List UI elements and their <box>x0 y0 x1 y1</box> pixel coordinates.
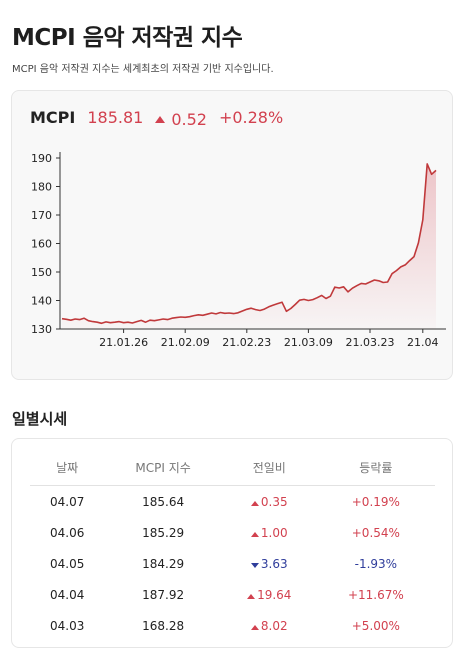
up-arrow-icon <box>247 593 256 599</box>
index-value: 185.81 <box>87 108 144 127</box>
row-date: 04.06 <box>50 525 85 540</box>
row-change: 3.63 <box>222 548 317 579</box>
row-index-value: 168.28 <box>142 618 185 633</box>
y-tick-label: 180 <box>31 181 52 194</box>
up-arrow-icon <box>155 116 166 123</box>
row-date: 04.07 <box>50 494 85 509</box>
daily-section-title: 일별시세 <box>12 410 68 428</box>
row-change-value: 19.64 <box>257 587 292 602</box>
up-arrow-icon <box>250 500 259 506</box>
index-name: MCPI <box>30 108 76 127</box>
row-change-value: 8.02 <box>260 618 288 633</box>
index-change-percent: +0.28% <box>218 108 284 127</box>
table-row: 04.04 187.92 19.64 +11.67% <box>30 579 435 610</box>
index-chart-card: MCPI 185.81 0.52 +0.28% 130 140 150 160 170 1… <box>11 90 453 380</box>
x-tick-label: 21.02.23 <box>222 336 271 349</box>
page-title: MCPI 음악 저작권 지수 <box>12 25 243 51</box>
index-change: 0.52 <box>155 110 207 129</box>
col-header-rate: 등락률 <box>316 449 435 486</box>
row-change: 19.64 <box>222 579 317 610</box>
row-change-rate: +5.00% <box>351 618 400 633</box>
table-header-row: 날짜 MCPI 지수 전일비 등락률 <box>30 449 435 486</box>
row-index-value: 184.29 <box>142 556 185 571</box>
y-tick-label: 140 <box>31 295 52 308</box>
down-arrow-icon <box>250 562 259 568</box>
daily-price-card: 날짜 MCPI 지수 전일비 등락률 04.07 185.64 0.35 +0.19%… <box>11 438 453 648</box>
up-arrow-icon <box>250 531 259 537</box>
x-tick-label: 21.01.26 <box>99 336 148 349</box>
page-subtitle: MCPI 음악 저작권 지수는 세계최초의 저작권 기반 지수입니다. <box>12 64 274 75</box>
col-header-change: 전일비 <box>221 449 317 486</box>
index-line-chart: 130 140 150 160 170 180 190 21.01.26 21.02.09 21.… <box>31 152 446 349</box>
index-change-value: 0.52 <box>171 110 207 129</box>
table-row: 04.05 184.29 3.63 -1.93% <box>30 548 435 579</box>
row-change-rate: +11.67% <box>347 587 404 602</box>
row-change-value: 1.00 <box>260 525 288 540</box>
row-date: 04.05 <box>50 556 85 571</box>
row-change-rate: +0.19% <box>351 494 400 509</box>
row-change: 0.35 <box>222 486 317 518</box>
row-change-rate: +0.54% <box>351 525 400 540</box>
row-change: 1.00 <box>222 517 317 548</box>
row-change-value: 0.35 <box>260 494 288 509</box>
row-change: 8.02 <box>222 610 317 641</box>
col-header-date: 날짜 <box>30 449 105 486</box>
table-row: 04.06 185.29 1.00 +0.54% <box>30 517 435 548</box>
series-area <box>62 163 436 329</box>
x-tick-label: 21.04 <box>407 336 439 349</box>
x-tick-label: 21.03.23 <box>346 336 395 349</box>
y-tick-label: 170 <box>31 209 52 222</box>
row-change-rate: -1.93% <box>354 556 398 571</box>
series-line <box>61 163 437 325</box>
table-row: 04.03 168.28 8.02 +5.00% <box>30 610 435 641</box>
row-index-value: 187.92 <box>142 587 185 602</box>
x-tick-label: 21.03.09 <box>284 336 333 349</box>
row-index-value: 185.29 <box>142 525 185 540</box>
col-header-index: MCPI 지수 <box>104 449 222 486</box>
row-change-value: 3.63 <box>260 556 288 571</box>
y-tick-label: 190 <box>31 152 52 165</box>
index-summary: MCPI 185.81 0.52 +0.28% <box>30 108 283 129</box>
x-tick-label: 21.02.09 <box>161 336 210 349</box>
y-tick-label: 130 <box>31 323 52 336</box>
daily-price-table: 날짜 MCPI 지수 전일비 등락률 04.07 185.64 0.35 +0.19%… <box>30 449 435 641</box>
up-arrow-icon <box>250 624 259 630</box>
y-tick-label: 150 <box>31 266 52 279</box>
row-index-value: 185.64 <box>142 494 185 509</box>
row-date: 04.04 <box>50 587 85 602</box>
y-tick-label: 160 <box>31 238 52 251</box>
row-date: 04.03 <box>50 618 85 633</box>
table-row: 04.07 185.64 0.35 +0.19% <box>30 486 435 518</box>
